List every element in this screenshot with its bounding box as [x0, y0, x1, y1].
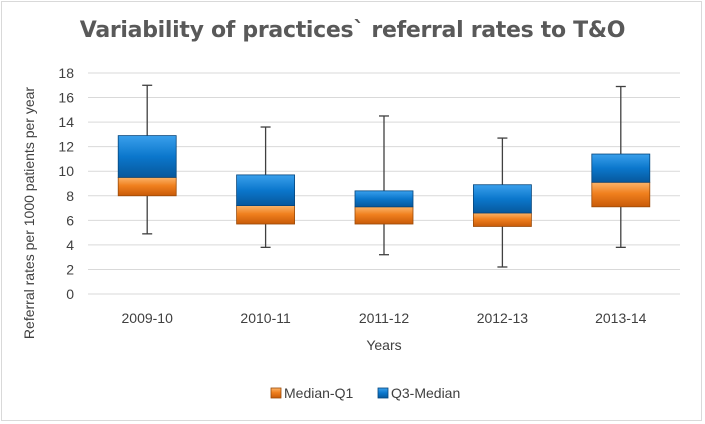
y-tick-label: 16: [58, 90, 74, 106]
x-tick-label: 2009-10: [122, 310, 174, 326]
y-tick-label: 6: [66, 212, 74, 228]
x-tick-label: 2011-12: [359, 310, 410, 326]
y-tick-label: 12: [58, 139, 74, 155]
box-2013-14: [591, 85, 651, 248]
x-tick-label: 2013-14: [595, 310, 647, 326]
box-2009-10: [117, 84, 177, 235]
y-tick-label: 0: [66, 286, 74, 302]
y-tick-label: 4: [66, 237, 74, 253]
box-2011-12: [354, 115, 414, 256]
x-tick-label: 2010-11: [240, 310, 291, 326]
y-axis-label: Referral rates per 1000 patients per yea…: [21, 87, 37, 339]
q3-median-segment: [117, 135, 177, 178]
legend-swatch: [270, 387, 282, 399]
legend-label: Median-Q1: [284, 385, 353, 401]
q3-median-segment: [236, 174, 296, 206]
y-tick-label: 8: [66, 188, 74, 204]
q3-median-segment: [354, 190, 414, 208]
legend: Median-Q1 Q3-Median: [270, 385, 460, 401]
median-q1-segment: [117, 176, 177, 197]
y-tick-label: 14: [58, 114, 74, 130]
x-tick-label: 2012-13: [477, 310, 529, 326]
y-tick-label: 10: [58, 163, 74, 179]
q3-median-segment: [591, 153, 651, 183]
legend-item: Median-Q1: [270, 385, 353, 401]
legend-item: Q3-Median: [377, 385, 460, 401]
y-tick-label: 2: [66, 261, 74, 277]
y-tick-label: 18: [58, 65, 74, 81]
median-q1-segment: [591, 181, 651, 208]
legend-label: Q3-Median: [391, 385, 460, 401]
median-q1-segment: [354, 206, 414, 225]
median-q1-segment: [236, 205, 296, 225]
x-axis-label: Years: [366, 337, 401, 353]
box-2010-11: [236, 126, 296, 248]
median-q1-segment: [472, 212, 532, 227]
legend-swatch: [377, 387, 389, 399]
chart-title: Variability of practices` referral rates…: [79, 18, 626, 43]
q3-median-segment: [472, 184, 532, 214]
box-2012-13: [472, 137, 532, 268]
